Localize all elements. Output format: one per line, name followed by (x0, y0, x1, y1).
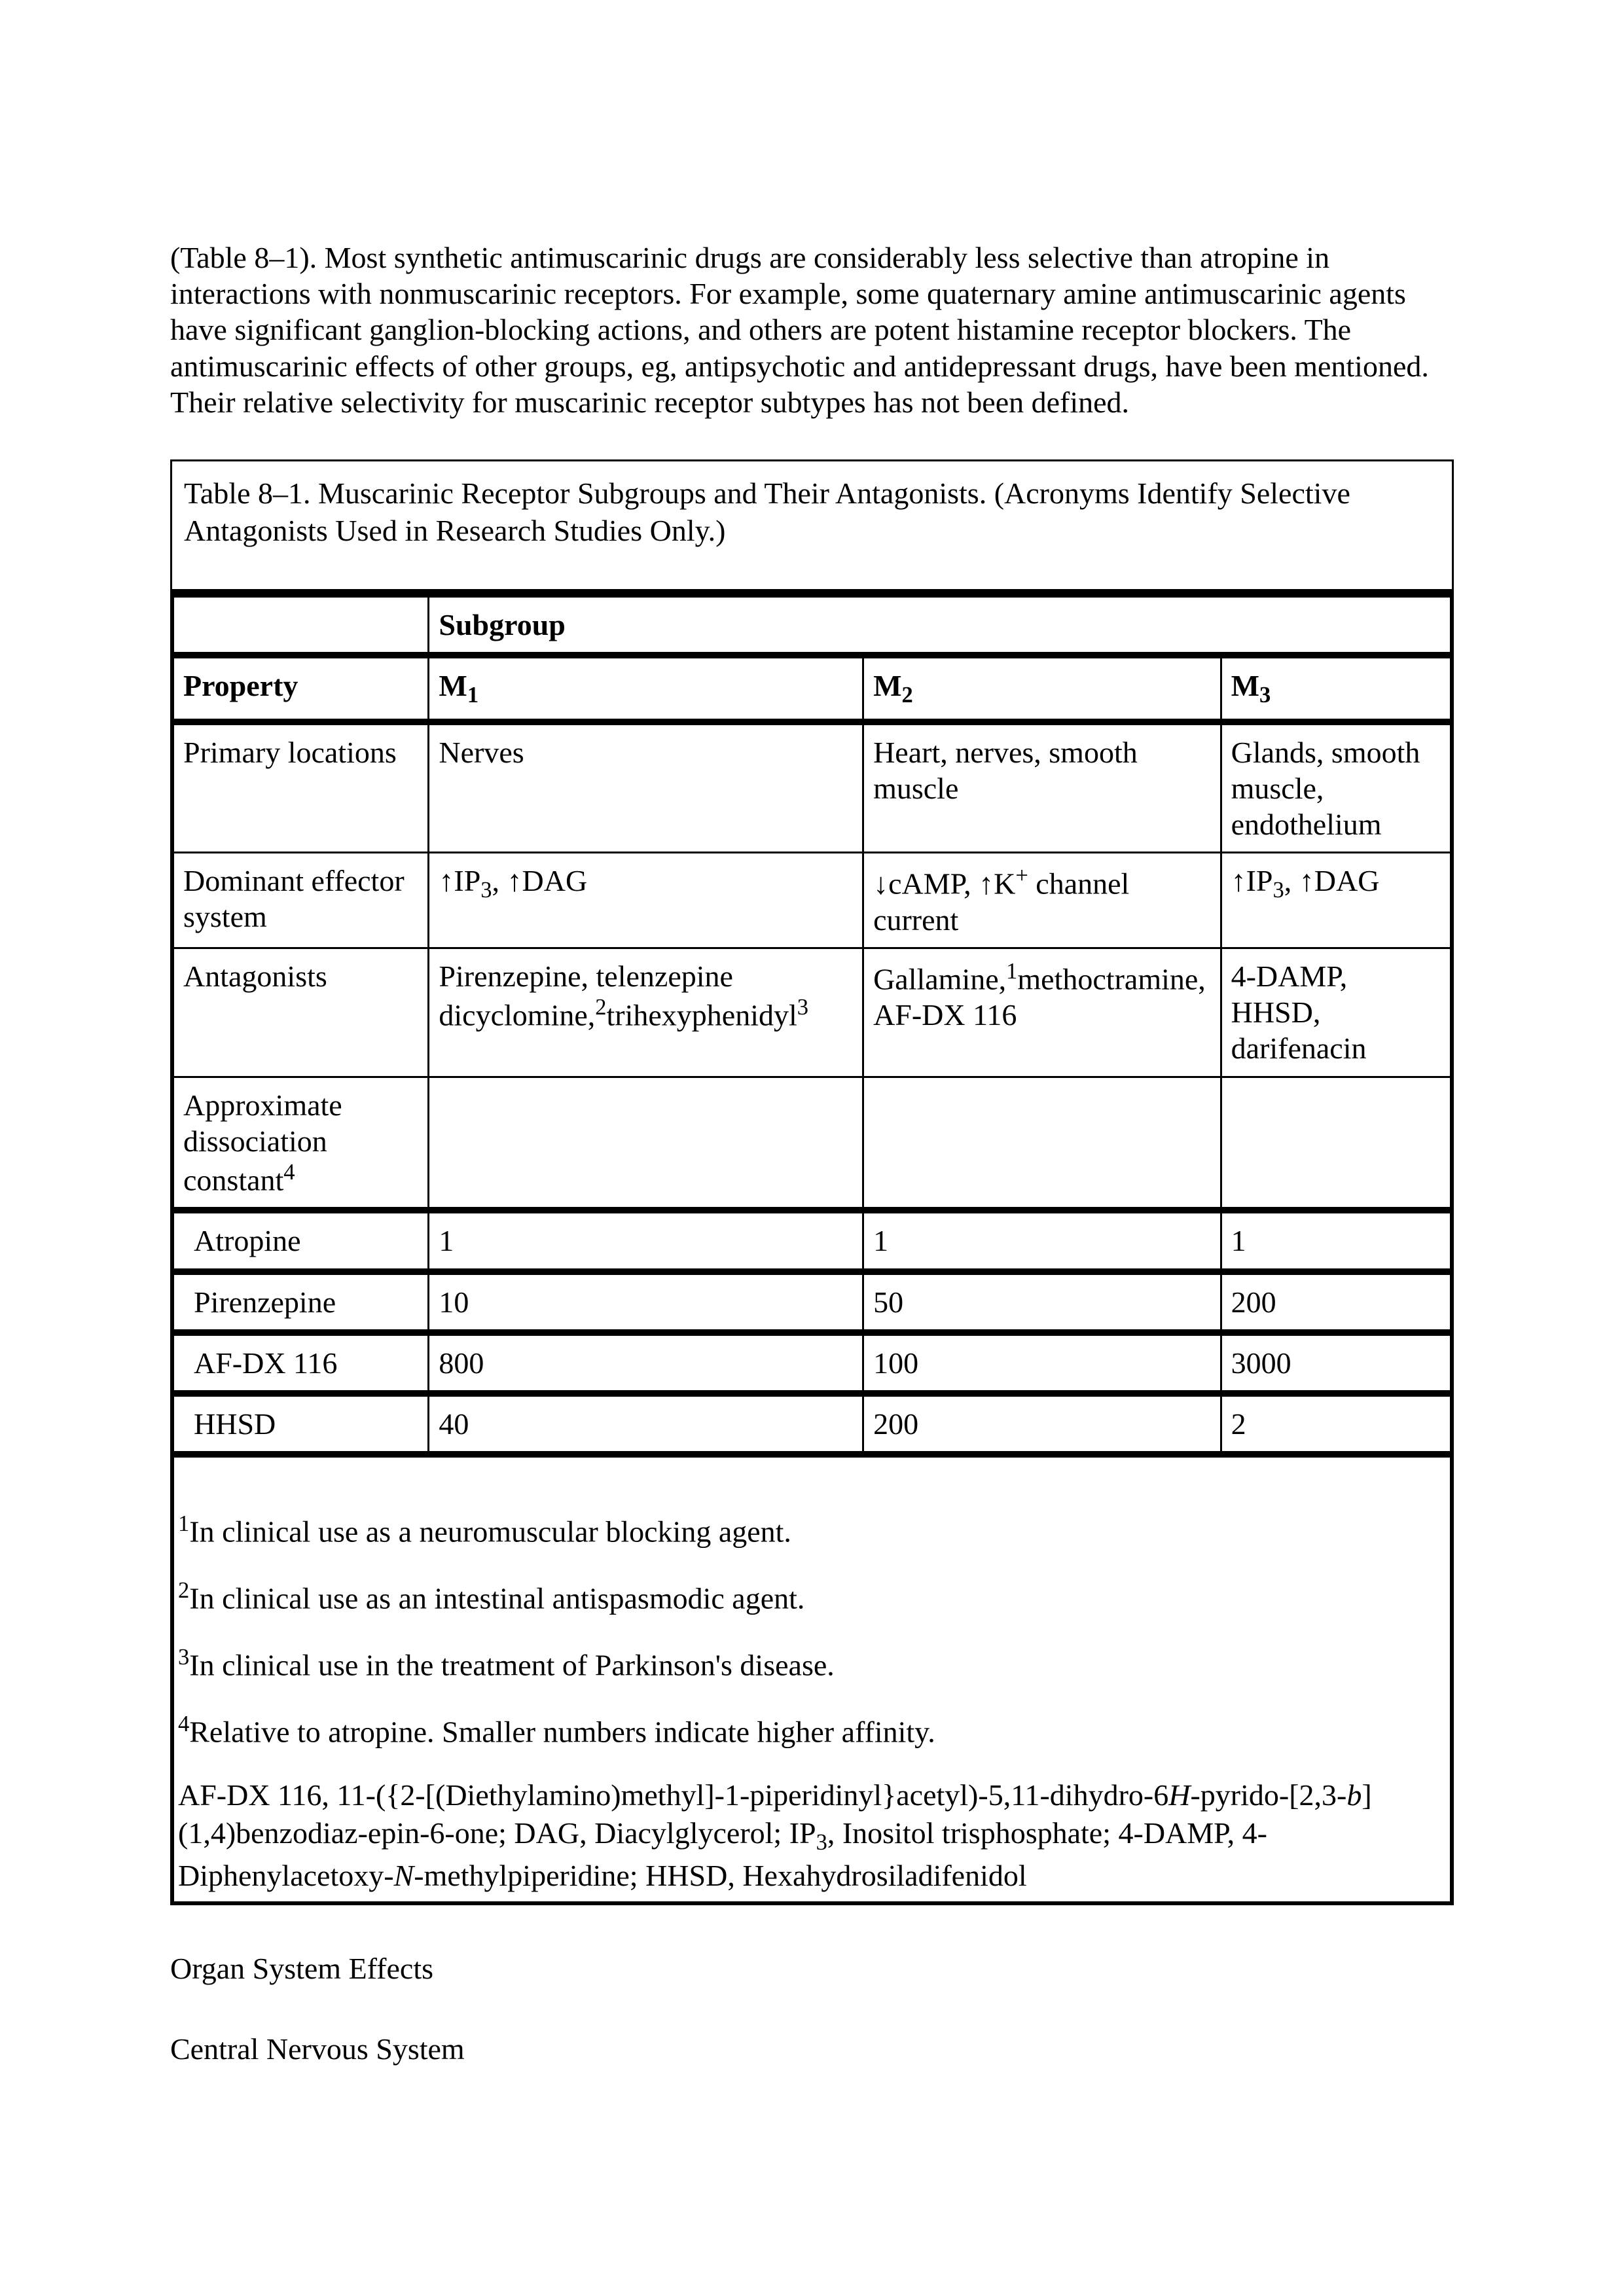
cell-m2: 200 (863, 1393, 1221, 1454)
cell-label: HHSD (173, 1393, 429, 1454)
cell-m2: 100 (863, 1333, 1221, 1393)
cell-m3: 200 (1221, 1272, 1451, 1333)
note-2: 2In clinical use as an intestinal antisp… (178, 1577, 1443, 1617)
cell-m3: Glands, smooth muscle, endothelium (1221, 722, 1451, 853)
cell-m1: Pirenzepine, telenzepine dicyclomine,2tr… (429, 948, 863, 1077)
table-container: Table 8–1. Muscarinic Receptor Subgroups… (170, 459, 1454, 1905)
row-antagonists: Antagonists Pirenzepine, telenzepine dic… (173, 948, 1451, 1077)
cell-label: Approximate dissociation constant4 (173, 1077, 429, 1210)
table-notes: 1In clinical use as a neuromuscular bloc… (172, 1458, 1452, 1903)
note-3: 3In clinical use in the treatment of Par… (178, 1643, 1443, 1684)
cell-label: AF-DX 116 (173, 1333, 429, 1393)
cell-m3 (1221, 1077, 1451, 1210)
blank-header (173, 594, 429, 655)
cell-m1: Nerves (429, 722, 863, 853)
heading-organ-system: Organ System Effects (170, 1951, 1454, 1986)
m2-header: M2M2 (863, 655, 1221, 722)
property-header: Property (173, 655, 429, 722)
row-approx-diss: Approximate dissociation constant4 (173, 1077, 1451, 1210)
cell-m1 (429, 1077, 863, 1210)
cell-m3: 1 (1221, 1210, 1451, 1271)
row-afdx: AF-DX 116 800 100 3000 (173, 1333, 1451, 1393)
cell-m3: 4-DAMP, HHSD, darifenacin (1221, 948, 1451, 1077)
m1-header: M1M1 (429, 655, 863, 722)
table-caption: Table 8–1. Muscarinic Receptor Subgroups… (172, 461, 1452, 591)
cell-m1: 1 (429, 1210, 863, 1271)
cell-m3: 2 (1221, 1393, 1451, 1454)
cell-label: Antagonists (173, 948, 429, 1077)
row-effector: Dominant effector system ↑IP3, ↑DAG ↓cAM… (173, 853, 1451, 948)
cell-m1: 40 (429, 1393, 863, 1454)
note-1: 1In clinical use as a neuromuscular bloc… (178, 1510, 1443, 1551)
cell-m3: 3000 (1221, 1333, 1451, 1393)
note-abbrev: AF-DX 116, 11-({2-[(Diethylamino)methyl]… (178, 1776, 1443, 1894)
cell-m2: 50 (863, 1272, 1221, 1333)
cell-label: Dominant effector system (173, 853, 429, 948)
intro-paragraph: (Table 8–1). Most synthetic antimuscarin… (170, 240, 1454, 420)
cell-label: Primary locations (173, 722, 429, 853)
muscarinic-table: Subgroup Property M1M1 M2M2 M3M3 Primary… (172, 591, 1452, 1458)
cell-m2: ↓cAMP, ↑K+ channel current (863, 853, 1221, 948)
row-hhsd: HHSD 40 200 2 (173, 1393, 1451, 1454)
cell-label: Atropine (173, 1210, 429, 1271)
cell-m3: ↑IP3, ↑DAG (1221, 853, 1451, 948)
cell-m1: ↑IP3, ↑DAG (429, 853, 863, 948)
cell-label: Pirenzepine (173, 1272, 429, 1333)
cell-m2: Heart, nerves, smooth muscle (863, 722, 1221, 853)
cell-m1: 800 (429, 1333, 863, 1393)
heading-cns: Central Nervous System (170, 2032, 1454, 2066)
page: (Table 8–1). Most synthetic antimuscarin… (0, 0, 1624, 2296)
cell-m2 (863, 1077, 1221, 1210)
subgroup-header: Subgroup (429, 594, 1451, 655)
row-pirenzepine: Pirenzepine 10 50 200 (173, 1272, 1451, 1333)
row-primary-locations: Primary locations Nerves Heart, nerves, … (173, 722, 1451, 853)
m3-header: M3M3 (1221, 655, 1451, 722)
row-atropine: Atropine 1 1 1 (173, 1210, 1451, 1271)
cell-m2: 1 (863, 1210, 1221, 1271)
cell-m2: Gallamine,1methoctramine, AF-DX 116 (863, 948, 1221, 1077)
note-4: 4Relative to atropine. Smaller numbers i… (178, 1710, 1443, 1751)
cell-m1: 10 (429, 1272, 863, 1333)
